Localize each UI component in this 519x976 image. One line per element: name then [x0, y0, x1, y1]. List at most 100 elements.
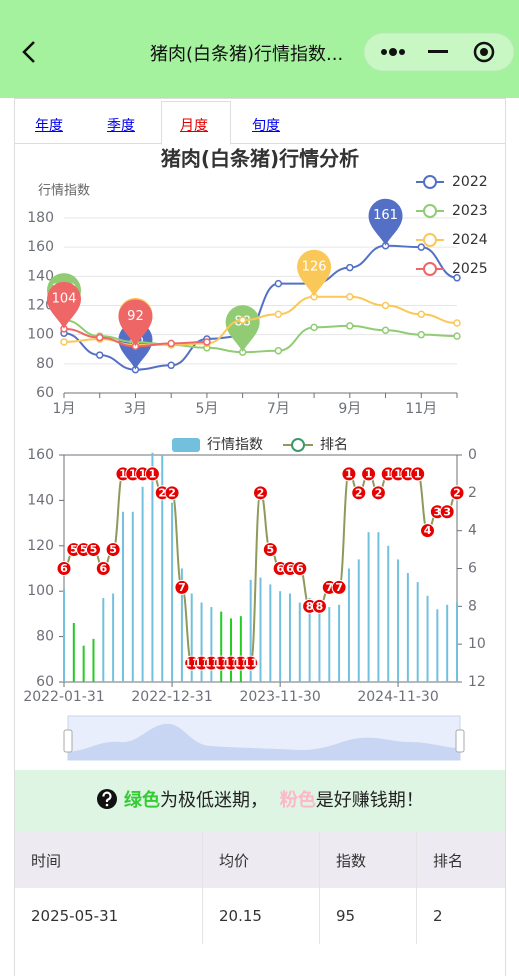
data-table: 时间 均价 指数 排名 2025-05-31 20.15 95 2 — [15, 832, 505, 944]
point — [203, 338, 211, 346]
bar — [200, 602, 203, 682]
bar — [92, 638, 95, 682]
zoom-handle[interactable] — [63, 729, 73, 753]
point — [95, 351, 104, 359]
bar — [357, 559, 360, 682]
green-label: 绿色 — [124, 790, 160, 811]
pin-label: 161 — [373, 208, 398, 223]
rank-label: 1 — [149, 467, 157, 480]
tab[interactable]: 年度 — [35, 118, 63, 134]
point — [167, 339, 175, 348]
x-tick-label: 2023-11-30 — [239, 689, 320, 705]
close-icon[interactable] — [473, 41, 495, 63]
bar — [161, 455, 164, 682]
col-header: 指数 — [319, 832, 417, 888]
bar — [131, 511, 134, 682]
chart-title: 猪肉(白条猪)行情分析 — [161, 147, 359, 171]
y2-tick-label: 8 — [468, 598, 477, 614]
pin-label: 126 — [302, 259, 327, 274]
rank-badge — [292, 561, 308, 576]
rank-badge — [253, 485, 268, 501]
rank-label: 7 — [325, 581, 333, 594]
rank-badge — [351, 485, 367, 501]
rank-badge — [370, 485, 386, 501]
point — [453, 274, 461, 282]
rank-label: 5 — [70, 543, 78, 556]
pin — [118, 299, 153, 347]
bar — [72, 622, 75, 682]
rank-label: 11 — [243, 657, 258, 670]
rank-badge — [56, 561, 72, 576]
point — [60, 338, 68, 346]
bar — [397, 559, 400, 682]
cell: 2 — [433, 907, 443, 925]
bar — [210, 607, 213, 682]
legend-label: 行情指数 — [207, 437, 263, 453]
rank-label: 1 — [119, 467, 127, 480]
legend-label: 2022 — [452, 174, 488, 190]
tab[interactable]: 季度 — [107, 118, 135, 134]
rank-label: 2 — [453, 486, 461, 499]
bar — [82, 645, 85, 682]
y-tick-label: 80 — [36, 629, 54, 645]
rank-label: 6 — [60, 562, 68, 575]
y-tick-label: 100 — [27, 327, 54, 343]
bar — [338, 604, 341, 682]
rank-badge — [144, 466, 160, 482]
table-header: 时间 均价 指数 排名 — [15, 832, 505, 888]
rank-label: 8 — [316, 600, 324, 613]
y-tick-label: 100 — [27, 583, 54, 599]
x-tick-label: 3月 — [124, 401, 147, 417]
rank-badge — [105, 542, 121, 558]
rank-label: 2 — [257, 486, 265, 499]
rank-label: 1 — [414, 467, 422, 480]
back-icon[interactable] — [22, 41, 35, 63]
bar — [249, 579, 252, 682]
rank-label: 6 — [99, 562, 107, 575]
rank-badge — [439, 504, 455, 520]
bar — [318, 607, 321, 682]
bar — [112, 593, 115, 682]
tab[interactable]: 月度 — [180, 118, 208, 134]
series-line — [63, 295, 458, 346]
legend-symbol — [423, 204, 437, 218]
rank-label: 1 — [365, 467, 373, 480]
bar — [288, 593, 291, 682]
point — [346, 322, 354, 330]
notice-text: 是好赚钱期！ — [315, 790, 424, 811]
page-title: 猪肉(白条猪)行情指数... — [150, 44, 344, 65]
y-tick-label: 160 — [27, 447, 54, 463]
pink-label: 粉色 — [279, 790, 316, 811]
rank-badge — [449, 485, 465, 501]
minimize-icon[interactable] — [428, 50, 448, 53]
notice: 绿色为极低迷期， 粉色是好赚钱期！ — [15, 770, 505, 832]
legend-symbol — [291, 438, 305, 452]
zoom-handle[interactable] — [455, 729, 465, 753]
bar — [102, 598, 105, 682]
data-zoom[interactable] — [63, 715, 465, 761]
series-line — [63, 319, 458, 354]
bar — [141, 486, 144, 682]
rank-badge — [311, 598, 327, 614]
bar — [279, 591, 282, 682]
legend-symbol — [423, 262, 437, 276]
active-tab — [161, 101, 231, 145]
y-tick-label: 140 — [27, 268, 54, 284]
rank-label: 2 — [355, 486, 363, 499]
y2-tick-label: 12 — [468, 674, 486, 690]
point — [417, 310, 426, 318]
point — [274, 310, 283, 318]
rank-label: 6 — [296, 562, 304, 575]
bar — [456, 602, 458, 682]
dot[interactable] — [381, 49, 387, 55]
rank-label: 2 — [158, 486, 166, 499]
tab[interactable]: 旬度 — [252, 118, 280, 134]
point — [274, 346, 283, 355]
x-tick-label: 9月 — [338, 401, 361, 417]
rank-badge — [85, 542, 101, 558]
pin — [297, 249, 332, 297]
rank-label: 1 — [129, 467, 137, 480]
x-tick-label: 11月 — [405, 401, 437, 417]
